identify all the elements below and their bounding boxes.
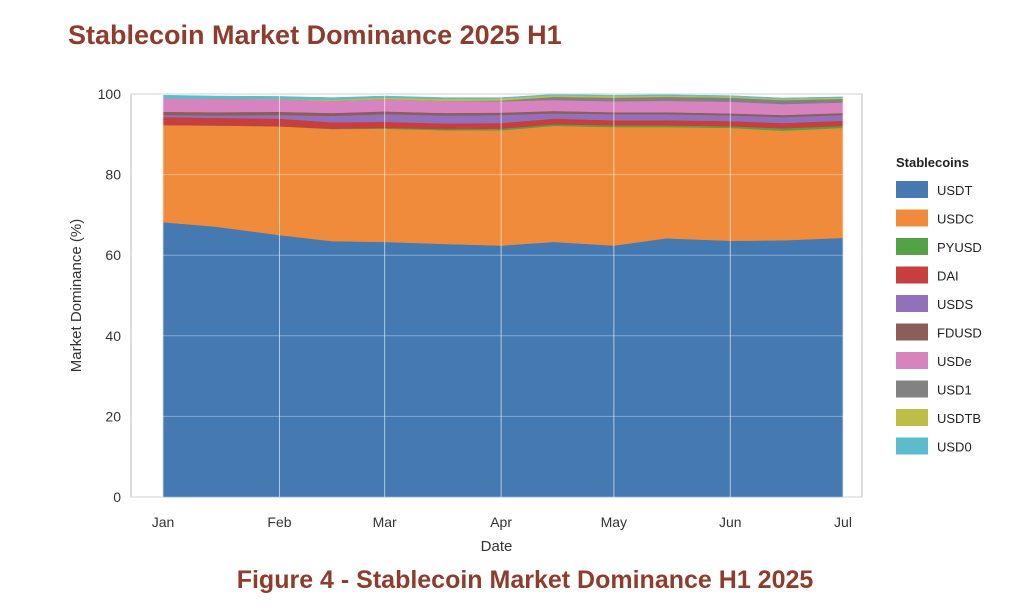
legend-swatch-usdt — [896, 181, 928, 198]
x-tick-label: Jul — [834, 514, 852, 530]
legend-title: Stablecoins — [896, 155, 969, 170]
x-axis-label: Date — [481, 538, 513, 555]
x-tick-label: Feb — [267, 514, 291, 530]
x-tick-label: Jan — [152, 514, 175, 530]
page-title: Stablecoin Market Dominance 2025 H1 — [68, 20, 562, 50]
legend-swatch-usds — [896, 295, 928, 312]
x-tick-label: Apr — [490, 514, 512, 530]
legend-label-fdusd: FDUSD — [937, 326, 982, 341]
area-usdt — [162, 221, 844, 498]
legend-label-dai: DAI — [937, 269, 959, 284]
legend-swatch-usde — [896, 352, 928, 369]
legend-label-pyusd: PYUSD — [937, 240, 982, 255]
legend-label-usde: USDe — [937, 354, 972, 369]
legend-swatch-usdc — [896, 209, 928, 227]
y-axis-label: Market Dominance (%) — [68, 219, 85, 372]
legend-swatch-pyusd — [896, 238, 928, 255]
x-tick-label: May — [601, 514, 627, 530]
y-tick-label: 0 — [113, 489, 121, 505]
legend-swatch-dai — [896, 266, 928, 284]
area-usdc — [162, 124, 844, 246]
legend-label-usds: USDS — [937, 297, 973, 312]
legend-label-usd1: USD1 — [937, 383, 972, 398]
legend-swatch-usd1 — [896, 380, 928, 398]
y-tick-label: 40 — [105, 328, 121, 344]
y-tick-label: 80 — [105, 167, 121, 183]
legend-label-usdc: USDC — [937, 212, 974, 227]
legend-swatch-fdusd — [896, 323, 928, 341]
legend-swatch-usd0 — [896, 437, 928, 455]
x-tick-label: Jun — [719, 514, 742, 530]
y-tick-label: 60 — [105, 247, 121, 263]
x-tick-label: Mar — [373, 514, 397, 530]
y-tick-label: 100 — [98, 86, 122, 102]
y-tick-label: 20 — [105, 408, 121, 424]
legend-label-usd0: USD0 — [937, 440, 972, 455]
legend-swatch-usdtb — [896, 409, 928, 426]
legend-label-usdt: USDT — [937, 183, 972, 198]
figure-caption: Figure 4 - Stablecoin Market Dominance H… — [236, 566, 814, 594]
legend-label-usdtb: USDTB — [937, 411, 981, 426]
